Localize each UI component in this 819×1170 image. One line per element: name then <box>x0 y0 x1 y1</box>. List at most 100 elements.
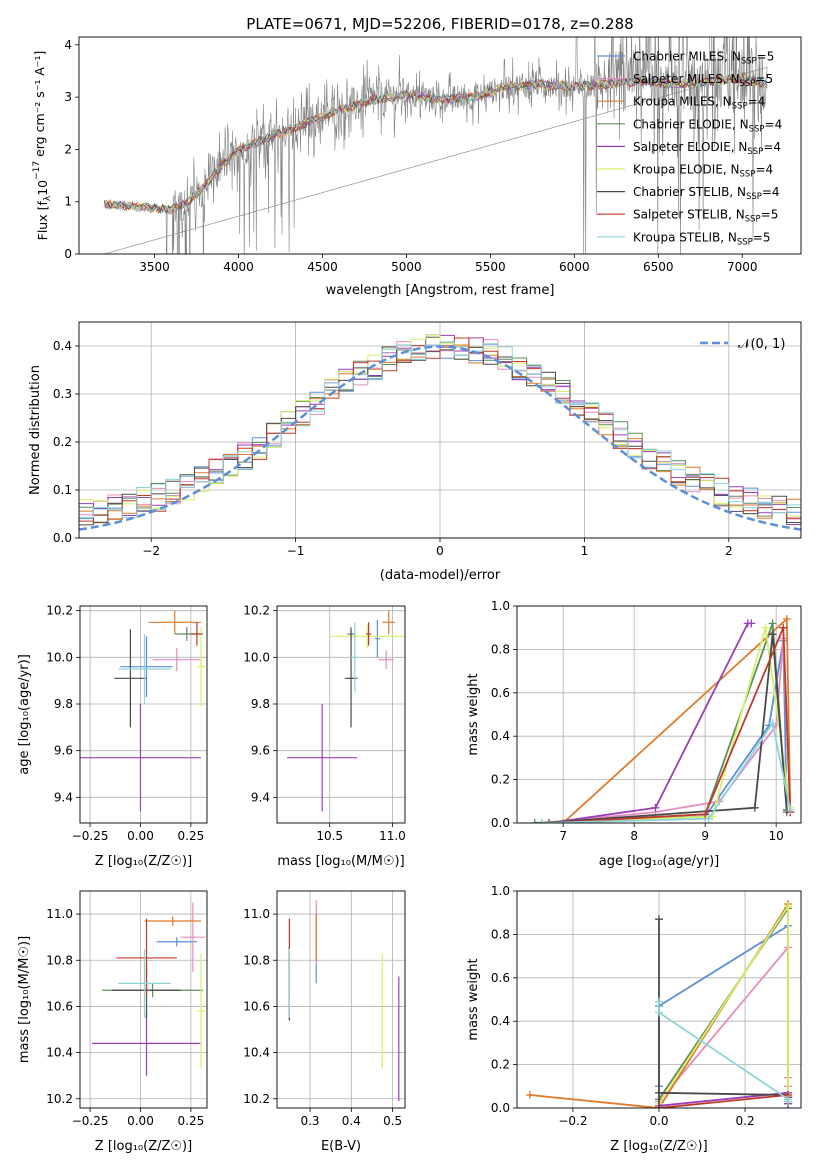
errorbar-point <box>118 634 171 704</box>
x-tick-label: −0.2 <box>558 1114 587 1128</box>
x-tick-label: 11.0 <box>379 829 406 843</box>
x-axis-label: mass [log₁₀(M/M☉)] <box>277 854 404 869</box>
y-tick-label: 0.0 <box>491 1101 510 1115</box>
errorbar-point <box>190 622 203 646</box>
weight-lines <box>525 900 793 1108</box>
y-axis-label: mass [log₁₀(M/M☉)] <box>17 936 32 1063</box>
x-tick-label: 0.0 <box>649 1114 668 1128</box>
y-axis-label-part: 10 <box>35 180 50 196</box>
weight-series-line <box>541 638 792 823</box>
y-tick-label: 1 <box>64 195 72 209</box>
legend-model-name: Kroupa STELIB, N <box>633 230 737 244</box>
errorbar-point <box>366 622 372 646</box>
axes-frame <box>78 36 802 255</box>
y-axis-label-part: erg cm⁻² s⁻¹ A⁻¹] <box>32 51 47 161</box>
weight-series-line <box>658 903 789 1105</box>
x-tick-label: 0 <box>436 544 444 558</box>
errorbar-point <box>120 636 173 697</box>
y-tick-label: 0.6 <box>491 686 510 700</box>
errorbar-point <box>80 704 201 812</box>
spectrum-lines <box>103 37 768 254</box>
y-axis-label: mass weight <box>466 958 481 1040</box>
y-tick-label: 10.4 <box>243 1046 270 1060</box>
weight-marker <box>750 803 759 812</box>
x-tick-label: 4000 <box>223 260 254 274</box>
axes-frame <box>276 605 406 824</box>
errorbar-point <box>196 627 205 707</box>
errorbar-points <box>80 610 205 812</box>
y-tick-label: 0.8 <box>491 927 510 941</box>
x-tick-label: 4500 <box>307 260 338 274</box>
x-tick-label: 10 <box>769 829 784 843</box>
legend-model-name: Salpeter MILES, N <box>633 72 740 86</box>
errorbar-point <box>351 622 359 693</box>
weight-marker <box>655 1008 663 1017</box>
legend-model-name: Chabrier STELIB, N <box>633 185 746 199</box>
x-axis-label: Z [log₁₀(Z/Z☉)] <box>610 1139 707 1154</box>
x-tick-label: 0.25 <box>178 829 205 843</box>
weight-marker <box>782 615 791 624</box>
legend-count: =4 <box>748 95 766 109</box>
weight-marker <box>761 623 770 632</box>
y-tick-label: 3 <box>64 90 72 104</box>
errorbar-point <box>92 1011 201 1076</box>
weight-marker <box>525 1090 534 1099</box>
errorbar-points <box>288 900 400 1102</box>
axes-frame <box>79 890 208 1109</box>
y-tick-label: 10.8 <box>46 953 73 967</box>
weight-marker <box>537 819 546 823</box>
errorbar-point <box>329 624 405 648</box>
weight-series-line <box>548 627 792 823</box>
weight-series-line <box>541 627 792 823</box>
errorbar-point <box>374 620 380 658</box>
y-tick-label: 10.0 <box>46 650 73 664</box>
y-tick-label: 1.0 <box>491 884 510 898</box>
weight-marker <box>655 1088 663 1097</box>
errorbar-point <box>344 629 358 728</box>
axes-frame <box>516 605 802 824</box>
y-tick-label: 11.0 <box>243 907 270 921</box>
axes-frame <box>78 321 802 539</box>
errorbar-point <box>382 610 395 634</box>
y-tick-label: 0.6 <box>491 971 510 985</box>
weight-marker <box>784 902 793 911</box>
x-tick-label: 0.5 <box>383 1114 402 1128</box>
y-tick-label: 10.2 <box>243 1092 270 1106</box>
legend-count: =5 <box>755 72 773 86</box>
weight-series-line <box>541 720 792 823</box>
errorbar-point <box>378 650 394 669</box>
weight-marker <box>779 623 788 632</box>
x-tick-label: 10.5 <box>316 829 343 843</box>
x-tick-label: −2 <box>142 544 160 558</box>
weight-marker <box>768 619 777 628</box>
x-tick-label: 6000 <box>559 260 590 274</box>
y-axis-label: mass weight <box>466 673 481 755</box>
legend-subscript: SSP <box>741 57 757 67</box>
errorbar-point <box>196 953 205 1069</box>
weight-marker <box>747 619 756 628</box>
age-vs-Z-panel: −0.25 0.00 0.25 9.4 9.6 9.8 10.0 10.2 Z [log₁₀(Z… <box>17 604 208 869</box>
x-tick-label: 5500 <box>475 260 506 274</box>
y-tick-label: 0.8 <box>491 642 510 656</box>
y-tick-label: 10.2 <box>46 1092 73 1106</box>
legend-label: Salpeter MILES, NSSP=5 <box>633 72 773 89</box>
legend-count: =4 <box>762 185 780 199</box>
legend-label: Chabrier ELODIE, NSSP=4 <box>633 117 782 134</box>
y-tick-label: 0.2 <box>53 435 72 449</box>
legend-subscript: SSP <box>740 79 756 89</box>
errorbar-point <box>287 704 358 812</box>
legend-label: Kroupa MILES, NSSP=4 <box>633 95 765 112</box>
y-axis-label: age [log₁₀(age/yr)] <box>17 654 32 775</box>
x-tick-label: 0.4 <box>342 1114 361 1128</box>
weight-series-line <box>658 1094 789 1108</box>
y-tick-label: 10.0 <box>243 650 270 664</box>
legend-label: Salpeter STELIB, NSSP=5 <box>633 208 778 225</box>
mass-vs-EBV-panel: 0.3 0.4 0.5 10.2 10.4 10.6 10.8 11.0 E(B-V) <box>243 890 406 1154</box>
weight-marker <box>768 719 777 728</box>
histogram-panel: −2 −1 0 1 2 0.0 0.1 0.2 0.3 0.4 𝒩(0, 1) (data-model… <box>28 321 802 583</box>
legend-model-name: Chabrier ELODIE, N <box>633 117 749 131</box>
y-tick-label: 0.0 <box>491 816 510 830</box>
model-spectrum-line <box>103 75 768 214</box>
y-axis-label-part: Flux [f <box>35 201 50 241</box>
